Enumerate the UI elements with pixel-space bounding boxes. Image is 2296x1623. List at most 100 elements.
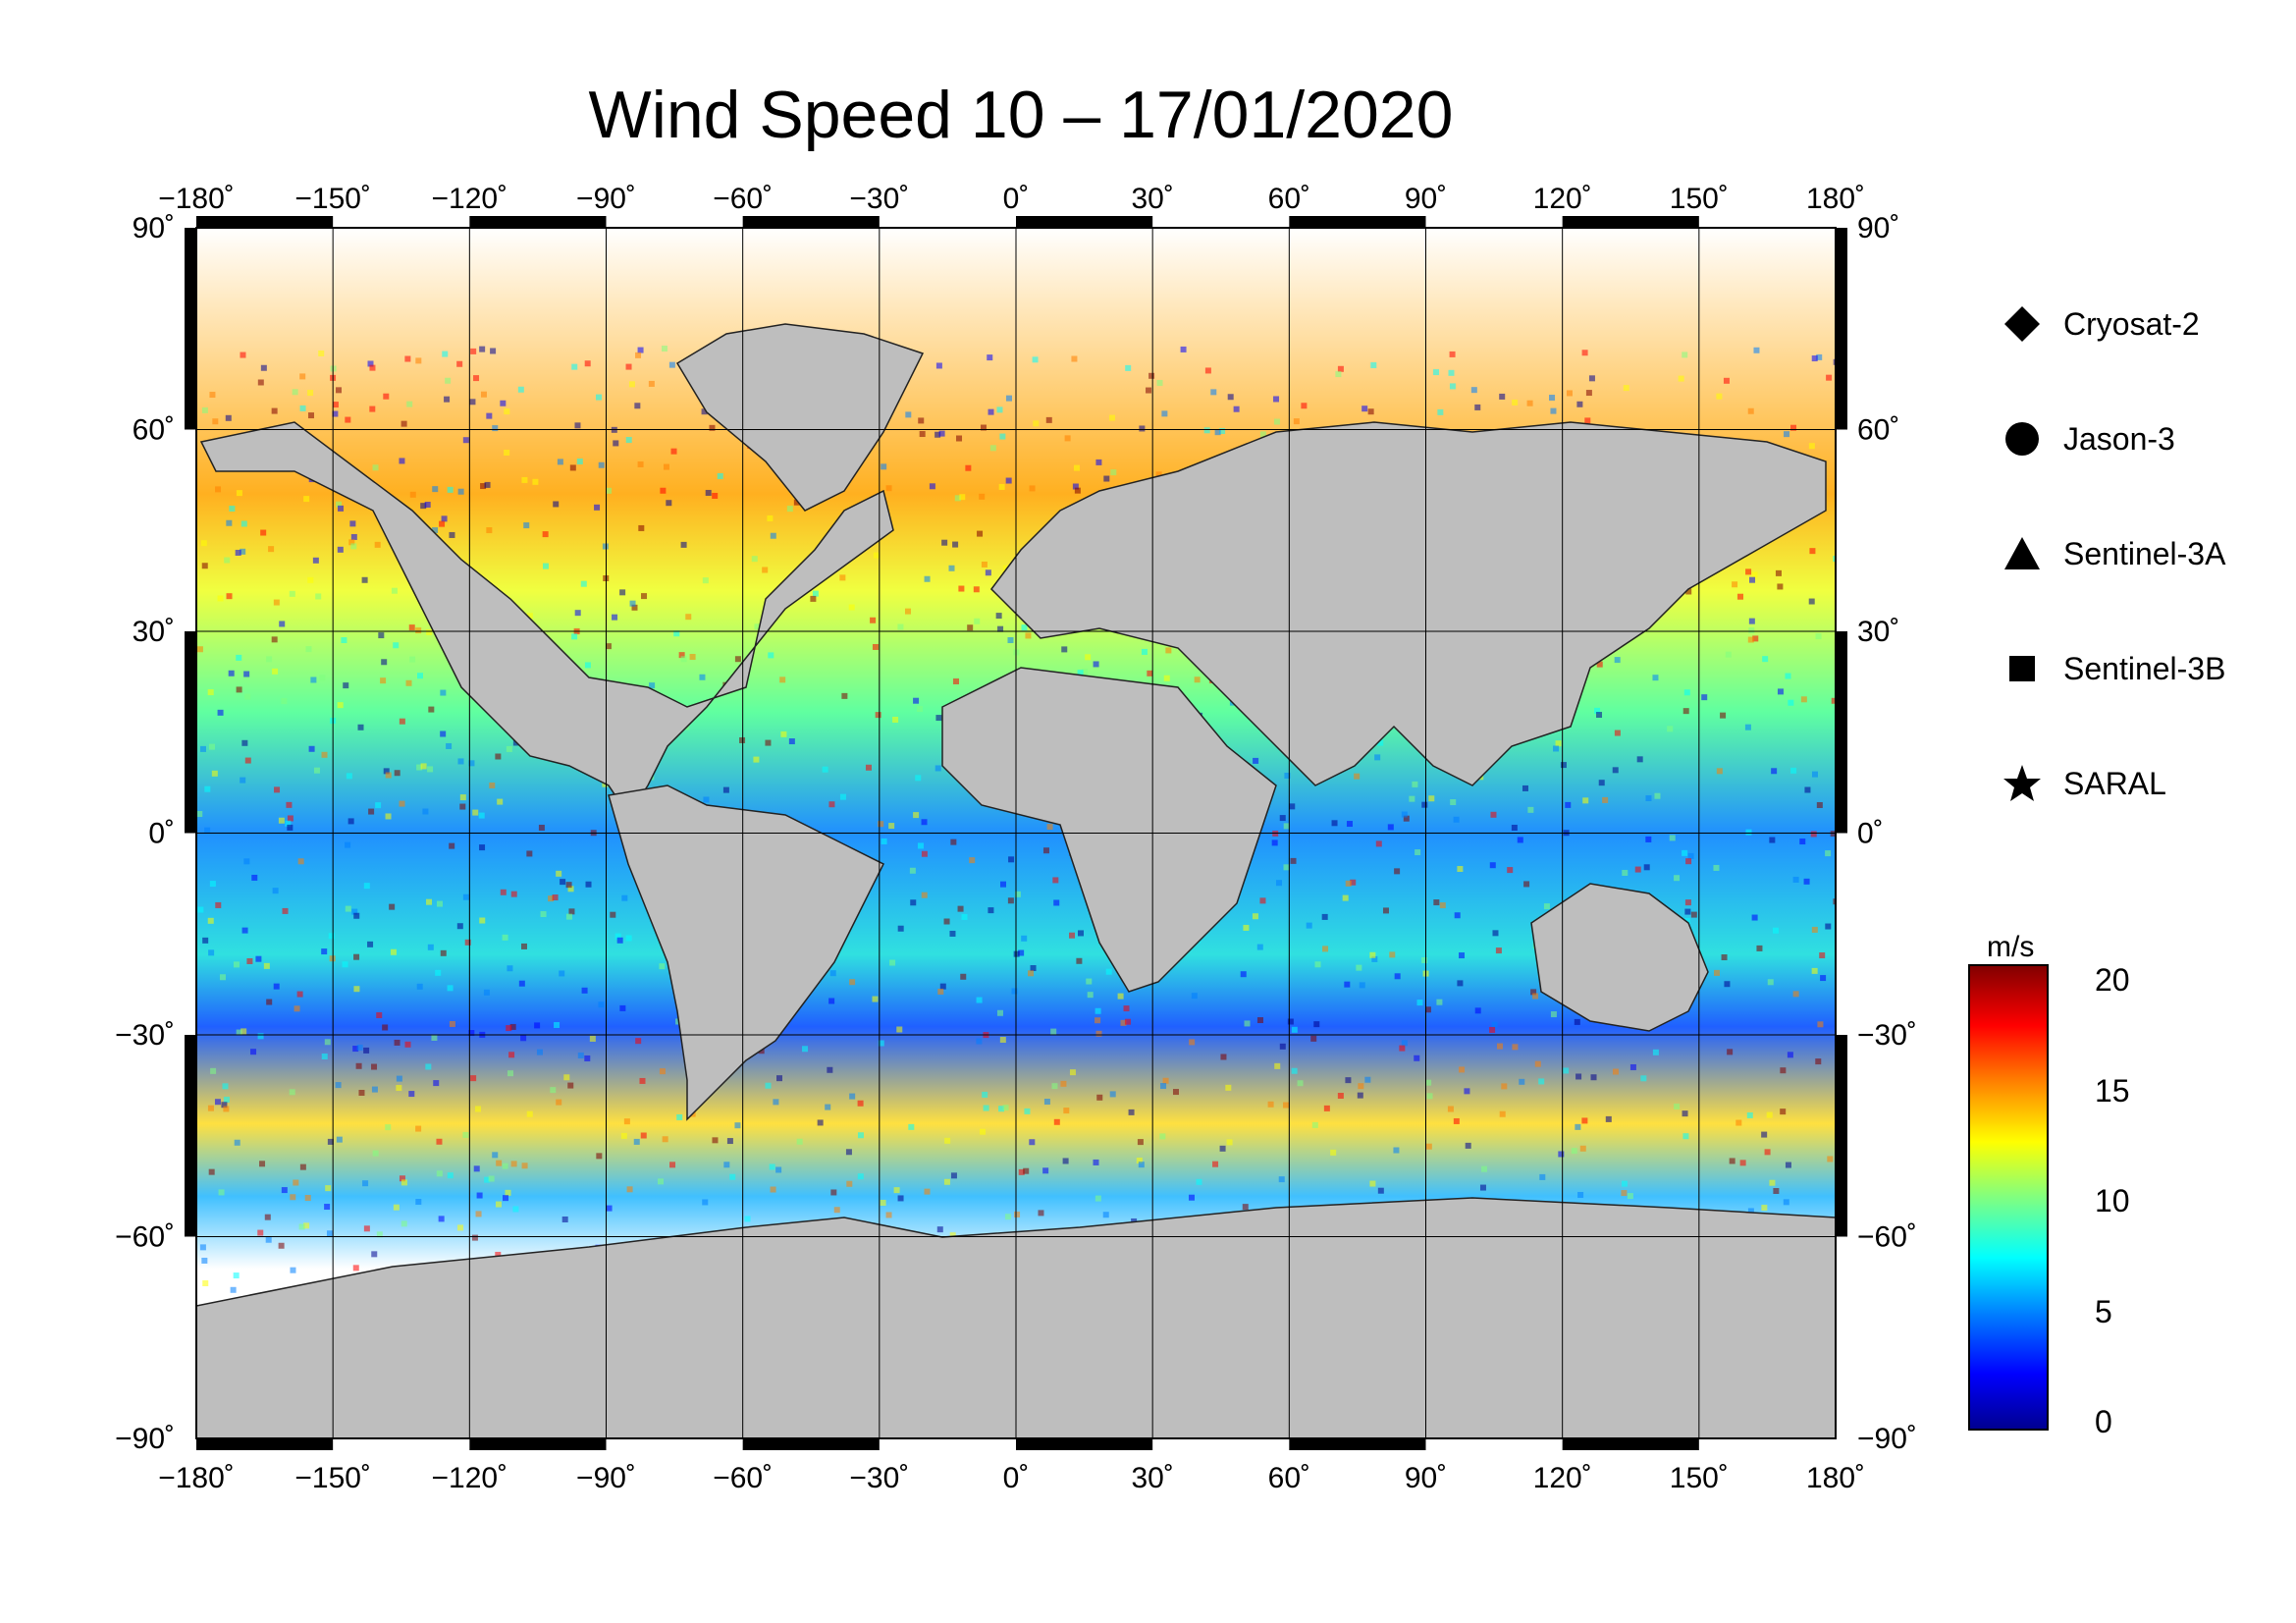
wind-observation-point — [1138, 1162, 1145, 1168]
wind-observation-point — [967, 624, 974, 631]
wind-observation-point — [1490, 811, 1497, 818]
wind-observation-point — [299, 1163, 306, 1170]
wind-observation-point — [383, 393, 390, 400]
wind-observation-point — [1412, 781, 1418, 787]
wind-observation-point — [935, 715, 942, 722]
wind-observation-point — [396, 1085, 402, 1092]
wind-observation-point — [305, 646, 312, 653]
frame-bar — [185, 228, 196, 430]
legend-item-cryosat-2: Cryosat-2 — [2002, 302, 2200, 346]
wind-observation-point — [492, 425, 499, 432]
wind-observation-point — [1752, 635, 1759, 642]
wind-observation-point — [631, 604, 638, 611]
wind-observation-point — [634, 403, 641, 409]
wind-observation-point — [1271, 839, 1278, 846]
wind-observation-point — [1474, 404, 1481, 410]
wind-observation-point — [1220, 1054, 1227, 1060]
wind-observation-point — [1359, 982, 1365, 989]
wind-observation-point — [307, 390, 314, 397]
wind-observation-point — [1188, 1194, 1195, 1201]
wind-observation-point — [371, 1063, 378, 1070]
wind-observation-point — [265, 1236, 272, 1243]
wind-observation-point — [226, 593, 233, 600]
wind-observation-point — [1596, 661, 1603, 668]
wind-observation-point — [486, 527, 493, 534]
wind-observation-point — [1565, 801, 1572, 808]
wind-observation-point — [1204, 367, 1211, 374]
wind-observation-point — [442, 351, 449, 357]
wind-observation-point — [913, 812, 920, 819]
wind-observation-point — [1421, 957, 1428, 964]
lon-tick-label-top: −150˚ — [294, 183, 371, 215]
wind-observation-point — [985, 569, 991, 576]
lon-tick-label-bottom: 120˚ — [1533, 1462, 1592, 1494]
wind-observation-point — [701, 408, 708, 415]
wind-observation-point — [473, 1165, 480, 1172]
wind-observation-point — [337, 702, 344, 709]
wind-observation-point — [1507, 867, 1514, 874]
colorbar-unit: m/s — [1987, 931, 2035, 963]
wind-observation-point — [625, 437, 632, 444]
wind-observation-point — [393, 1204, 400, 1211]
wind-observation-point — [319, 675, 326, 681]
wind-observation-point — [1810, 831, 1817, 838]
wind-observation-point — [520, 1035, 527, 1042]
wind-observation-point — [1833, 898, 1836, 905]
wind-observation-point — [1278, 1176, 1285, 1183]
frame-bar — [196, 1438, 334, 1450]
wind-observation-point — [1274, 1062, 1281, 1069]
wind-observation-point — [1512, 1044, 1519, 1051]
lat-tick-label-right: 0˚ — [1857, 818, 1884, 850]
wind-observation-point — [1219, 1145, 1226, 1152]
wind-observation-point — [1024, 1108, 1031, 1114]
wind-observation-point — [348, 539, 355, 546]
wind-observation-point — [495, 1251, 502, 1258]
wind-observation-point — [1747, 1208, 1754, 1215]
wind-observation-point — [659, 1068, 666, 1075]
wind-observation-point — [257, 379, 264, 386]
wind-observation-point — [1344, 981, 1351, 988]
wind-observation-point — [219, 974, 226, 981]
wind-observation-point — [1785, 673, 1791, 679]
wind-observation-point — [1449, 351, 1456, 357]
wind-observation-point — [1189, 1039, 1196, 1046]
wind-observation-point — [1163, 675, 1170, 681]
wind-observation-point — [1803, 878, 1810, 885]
wind-observation-point — [619, 589, 626, 596]
wind-observation-point — [307, 576, 314, 583]
wind-observation-point — [1684, 908, 1691, 915]
frame-bar — [185, 631, 196, 834]
wind-observation-point — [449, 1020, 455, 1027]
wind-observation-point — [236, 490, 242, 497]
wind-observation-point — [1792, 991, 1799, 998]
wind-observation-point — [1550, 1011, 1557, 1018]
wind-observation-point — [776, 1075, 783, 1082]
wind-observation-point — [289, 590, 295, 597]
colorbar-tick-label: 0 — [2095, 1404, 2112, 1439]
lat-tick-label-left: 60˚ — [133, 414, 175, 447]
wind-observation-point — [878, 821, 884, 828]
wind-observation-point — [394, 1039, 400, 1046]
wind-observation-point — [780, 730, 787, 737]
wind-observation-point — [211, 770, 218, 777]
wind-observation-point — [207, 917, 214, 924]
wind-observation-point — [408, 1091, 415, 1098]
wind-observation-point — [393, 642, 400, 649]
wind-observation-point — [1585, 390, 1592, 397]
colorbar-tick-label: 5 — [2095, 1294, 2112, 1329]
frame-bar — [196, 216, 334, 228]
wind-observation-point — [1401, 1040, 1408, 1047]
wind-observation-point — [1050, 1028, 1057, 1035]
wind-observation-point — [383, 768, 390, 775]
wind-observation-point — [885, 485, 892, 492]
wind-observation-point — [1667, 726, 1674, 732]
wind-observation-point — [1087, 992, 1094, 999]
wind-observation-point — [1489, 1026, 1496, 1033]
wind-observation-point — [432, 527, 439, 534]
wind-observation-point — [478, 812, 485, 819]
wind-observation-point — [226, 519, 233, 526]
wind-observation-point — [375, 802, 382, 809]
wind-observation-point — [1103, 475, 1110, 482]
wind-observation-point — [908, 1123, 915, 1130]
wind-observation-point — [921, 819, 928, 826]
